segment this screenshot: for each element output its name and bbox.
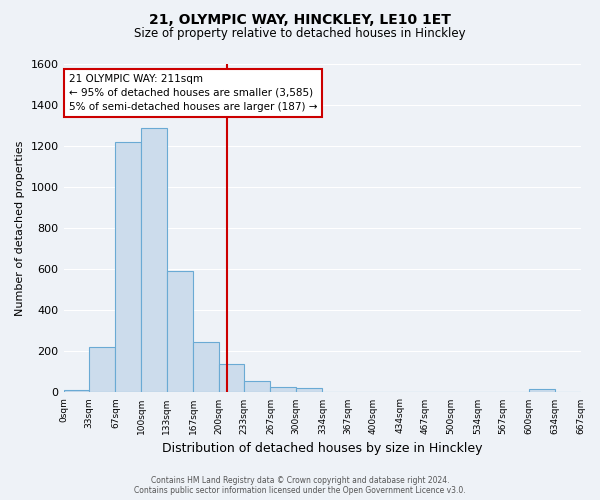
Bar [89, 348, 115, 393]
X-axis label: Distribution of detached houses by size in Hinckley: Distribution of detached houses by size … [162, 442, 482, 455]
Bar [244, 381, 271, 392]
Text: 21, OLYMPIC WAY, HINCKLEY, LE10 1ET: 21, OLYMPIC WAY, HINCKLEY, LE10 1ET [149, 12, 451, 26]
Bar [271, 388, 296, 392]
Bar [218, 364, 244, 392]
Text: Size of property relative to detached houses in Hinckley: Size of property relative to detached ho… [134, 28, 466, 40]
Text: 21 OLYMPIC WAY: 211sqm
← 95% of detached houses are smaller (3,585)
5% of semi-d: 21 OLYMPIC WAY: 211sqm ← 95% of detached… [69, 74, 317, 112]
Bar [193, 342, 218, 392]
Y-axis label: Number of detached properties: Number of detached properties [15, 140, 25, 316]
Bar [115, 142, 141, 393]
Bar [167, 272, 193, 392]
Bar [296, 388, 322, 392]
Bar [64, 390, 89, 392]
Bar [529, 390, 555, 392]
Bar [141, 128, 167, 392]
Text: Contains HM Land Registry data © Crown copyright and database right 2024.
Contai: Contains HM Land Registry data © Crown c… [134, 476, 466, 495]
